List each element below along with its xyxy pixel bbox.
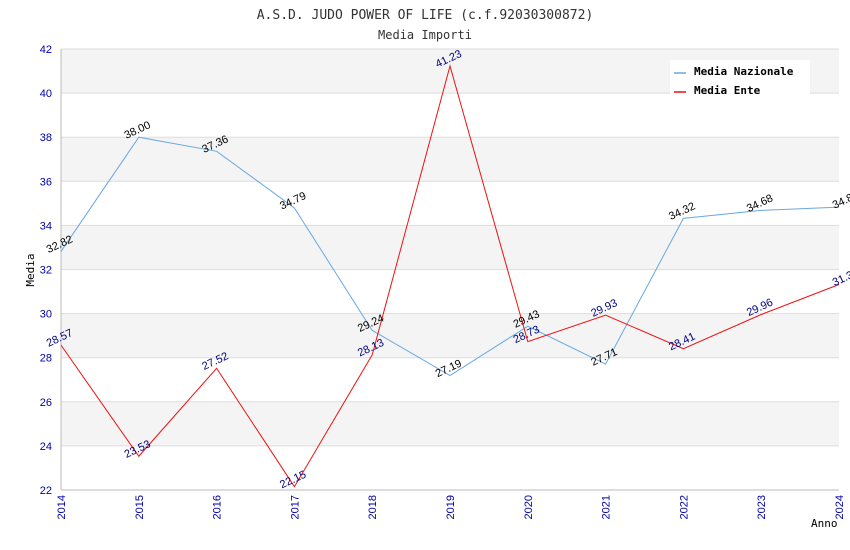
y-tick-label: 34 bbox=[40, 220, 52, 232]
x-tick-label: 2016 bbox=[212, 495, 224, 519]
y-tick-label: 22 bbox=[40, 485, 52, 497]
plot-band bbox=[61, 445, 839, 490]
y-tick-labels: 22 24 26 28 30 32 34 36 38 40 42 bbox=[40, 44, 52, 497]
y-axis-label: Media bbox=[24, 253, 37, 286]
x-tick-label: 2014 bbox=[56, 495, 68, 519]
legend-box bbox=[670, 60, 810, 100]
y-tick-label: 28 bbox=[40, 353, 52, 365]
plot-band bbox=[61, 269, 839, 314]
axes bbox=[60, 49, 839, 491]
plot-band bbox=[61, 181, 839, 226]
x-tick-label: 2018 bbox=[367, 495, 379, 519]
series-line-media-nazionale bbox=[60, 136, 840, 377]
plot-band bbox=[61, 225, 839, 270]
plot-band bbox=[61, 93, 839, 138]
y-tick-label: 40 bbox=[40, 88, 52, 100]
plot-band bbox=[61, 313, 839, 358]
y-tick-label: 42 bbox=[40, 44, 52, 56]
y-tick-label: 36 bbox=[40, 176, 52, 188]
x-tick-label: 2024 bbox=[834, 495, 846, 519]
plot-band bbox=[61, 401, 839, 446]
plot-band bbox=[61, 137, 839, 182]
legend: Media Nazionale Media Ente bbox=[670, 60, 810, 100]
x-tick-label: 2022 bbox=[678, 495, 690, 519]
chart-title: A.S.D. JUDO POWER OF LIFE (c.f.920303008… bbox=[257, 8, 594, 23]
chart-subtitle: Media Importi bbox=[378, 28, 472, 42]
legend-label-media-nazionale: Media Nazionale bbox=[694, 65, 794, 78]
plot-band bbox=[61, 357, 839, 402]
y-tick-label: 30 bbox=[40, 309, 52, 321]
y-tick-label: 26 bbox=[40, 397, 52, 409]
y-tick-label: 24 bbox=[40, 441, 52, 453]
x-tick-label: 2021 bbox=[601, 495, 613, 519]
x-tick-label: 2015 bbox=[134, 495, 146, 519]
legend-label-media-ente: Media Ente bbox=[694, 84, 761, 97]
x-axis-label: Anno bbox=[811, 517, 838, 530]
y-tick-label: 38 bbox=[40, 132, 52, 144]
y-tick-label: 32 bbox=[40, 265, 52, 277]
x-tick-labels: 2014 2015 2016 2017 2018 2019 2020 2021 2022 2023… bbox=[56, 495, 846, 519]
x-tick-label: 2017 bbox=[289, 495, 301, 519]
x-tick-label: 2020 bbox=[523, 495, 535, 519]
x-tick-label: 2023 bbox=[756, 495, 768, 519]
series-lines bbox=[60, 64, 840, 488]
x-tick-label: 2019 bbox=[445, 495, 457, 519]
plot-background bbox=[61, 49, 839, 490]
series-line-media-ente bbox=[60, 64, 840, 488]
